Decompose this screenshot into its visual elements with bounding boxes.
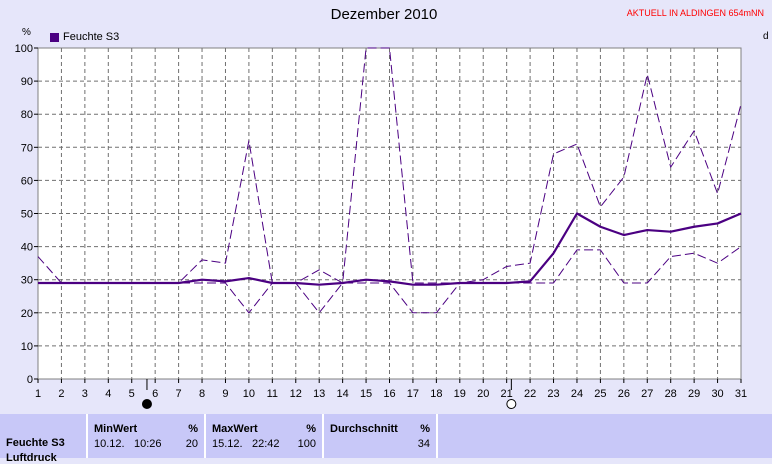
x-tick-label: 4 <box>105 388 111 400</box>
legend-swatch <box>50 32 59 42</box>
min-unit: % <box>188 423 198 435</box>
x-tick-label: 26 <box>618 388 630 400</box>
x-tick-label: 8 <box>199 388 205 400</box>
y-tick-label: 100 <box>15 43 33 55</box>
series-layer <box>37 47 742 314</box>
y-tick-label: 20 <box>21 308 33 320</box>
series-line-max <box>37 47 742 284</box>
x-tick-label: 22 <box>524 388 536 400</box>
max-value-cell: MaxWert % 15.12. 22:42 100 <box>206 414 324 458</box>
y-tick-label: 90 <box>21 76 33 88</box>
x-tick-label: 28 <box>665 388 677 400</box>
x-tick-label: 21 <box>501 388 513 400</box>
y-tick-label: 10 <box>21 341 33 353</box>
y-unit-label: % <box>22 27 31 38</box>
moon-markers <box>141 379 517 409</box>
y-tick-label: 50 <box>21 209 33 221</box>
x-tick-label: 27 <box>641 388 653 400</box>
x-tick-label: 18 <box>430 388 442 400</box>
x-tick-label: 29 <box>688 388 700 400</box>
avg-header: Durchschnitt <box>330 423 398 435</box>
x-tick-label: 15 <box>360 388 372 400</box>
x-tick-label: 2 <box>58 388 64 400</box>
secondary-unit-label: d <box>763 31 769 42</box>
x-tick-label: 10 <box>243 388 255 400</box>
x-tick-label: 1 <box>35 388 41 400</box>
x-tick-label: 31 <box>735 388 747 400</box>
y-tick-label: 60 <box>21 175 33 187</box>
x-tick-label: 14 <box>337 388 349 400</box>
x-tick-label: 20 <box>477 388 489 400</box>
y-tick-label: 40 <box>21 242 33 254</box>
average-cell: Durchschnitt % 34 <box>324 414 438 458</box>
min-value-cell: MinWert % 10.12. 10:26 20 <box>88 414 206 458</box>
y-tick-label: 70 <box>21 142 33 154</box>
x-tick-label: 13 <box>313 388 325 400</box>
max-time: 22:42 <box>252 438 280 450</box>
series-line-min <box>38 246 742 314</box>
chart-title: Dezember 2010 <box>330 6 438 23</box>
max-header: MaxWert <box>212 423 258 435</box>
stats-filler <box>438 414 772 458</box>
x-tick-label: 30 <box>711 388 723 400</box>
y-tick-label: 0 <box>27 374 33 386</box>
x-tick-label: 9 <box>222 388 228 400</box>
x-tick-label: 16 <box>383 388 395 400</box>
x-tick-label: 24 <box>571 388 583 400</box>
new-moon-icon <box>506 399 517 409</box>
min-value: 20 <box>185 438 198 450</box>
station-label: AKTUELL IN ALDINGEN 654mNN <box>626 8 764 18</box>
legend-label: Feuchte S3 <box>63 31 120 43</box>
x-tick-label: 19 <box>454 388 466 400</box>
max-date: 15.12. <box>212 438 243 450</box>
x-tick-label: 17 <box>407 388 419 400</box>
full-moon-icon <box>141 399 152 409</box>
y-tick-label: 80 <box>21 109 33 121</box>
x-tick-label: 23 <box>547 388 559 400</box>
x-tick-label: 6 <box>152 388 158 400</box>
x-tick-label: 5 <box>129 388 135 400</box>
stats-series-label: Feuchte S3 <box>6 437 65 449</box>
grid-lines <box>34 47 742 383</box>
min-date: 10.12. <box>94 438 125 450</box>
stats-label-cell: Feuchte S3 Luftdruck <box>0 414 88 464</box>
x-tick-label: 11 <box>267 388 278 400</box>
x-tick-label: 3 <box>82 388 88 400</box>
x-tick-label: 25 <box>594 388 606 400</box>
stats-panel: Feuchte S3 Luftdruck MinWert % 10.12. 10… <box>0 414 772 464</box>
max-unit: % <box>306 423 316 435</box>
x-tick-label: 7 <box>176 388 182 400</box>
chart-legend: Feuchte S3 <box>50 31 119 43</box>
max-value: 100 <box>297 438 316 450</box>
y-tick-label: 30 <box>21 275 33 287</box>
min-header: MinWert <box>94 423 138 435</box>
x-tick-label: 12 <box>290 388 302 400</box>
min-time: 10:26 <box>134 438 162 450</box>
avg-unit: % <box>420 423 430 435</box>
stats-next-label: Luftdruck <box>6 452 57 464</box>
avg-value: 34 <box>417 438 430 450</box>
